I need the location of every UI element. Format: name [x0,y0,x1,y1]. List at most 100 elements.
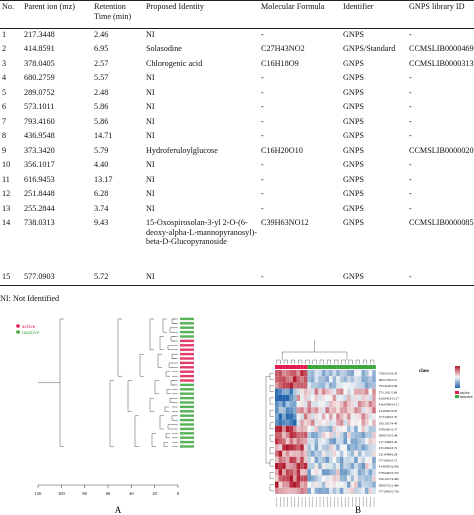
heatmap-cell [361,438,365,445]
heatmap-cell [293,438,297,445]
heatmap-cell [311,456,315,463]
heatmap-cell [300,388,304,395]
table-cell: - [409,87,412,97]
heatmap-cell [368,487,373,494]
heatmap-cell [293,463,297,470]
heatmap-cell [318,432,322,439]
heatmap-cell [329,388,333,395]
table-cell: GNPS [343,30,364,39]
heatmap-cell [339,407,344,414]
heatmap-cell [347,450,351,457]
table-row: 11 616.9453 13.17 NI - GNPS - [0,174,474,189]
heatmap-cell [343,376,347,383]
heatmap-cell [350,487,355,494]
heatmap-cell [350,456,355,463]
heatmap-cell [311,469,315,476]
heatmap-cell [293,419,297,426]
heatmap-cell [314,413,319,420]
dendrogram-leaf-label [180,401,194,404]
table-cell: - [261,131,264,140]
heatmap-cell [282,475,286,482]
heatmap-cell [303,456,308,463]
heatmap-cell [300,450,304,457]
heatmap-row-label: 289.0752/2.48 [379,434,398,438]
heatmap-cell [300,444,304,451]
heatmap-legend-active: active [460,390,470,395]
class-bar-cell [368,365,373,369]
heatmap-cell [350,438,355,445]
heatmap-cell [321,370,326,377]
heatmap-cell [318,481,322,488]
heatmap-row-label: 436.9548/14.71 [379,403,399,407]
class-bar-cell [332,365,337,369]
table-cell: GNPS [343,131,364,140]
heatmap-cell [354,407,358,414]
heatmap-cell [307,419,311,426]
heatmap-cell [314,487,319,494]
heatmap-cell [336,370,340,377]
heatmap-cell [303,394,308,401]
table-cell: 12 [2,189,11,198]
heatmap-cell [293,407,297,414]
heatmap-cell [321,450,326,457]
table-cell: GNPS [343,87,364,97]
heatmap-cell [296,438,301,445]
heatmap-cell [368,370,373,377]
heatmap-cell [278,469,283,476]
heatmap-cell [357,425,362,432]
heatmap-cell [372,456,376,463]
table-row: 7 793.4160 5.86 NI - GNPS - [0,116,474,131]
heatmap-cell [336,394,340,401]
heatmap-cell [311,401,315,408]
heatmap-cell [300,419,304,426]
heatmap-cell [357,407,362,414]
heatmap-cell [350,401,355,408]
heatmap-cell [343,370,347,377]
heatmap-cell [296,394,301,401]
heatmap-cell [336,425,340,432]
dendrogram-leaf-label [180,414,194,417]
heatmap-cell [332,463,337,470]
heatmap-cell [289,438,293,445]
class-bar-cell [307,365,311,369]
heatmap-cell [275,432,279,439]
heatmap-cell [314,401,319,408]
table-cell: - [261,272,264,281]
table-cell: - [409,272,412,281]
heatmap-cell [350,419,355,426]
heatmap-cell [347,413,351,420]
table-footnote: NI: Not Identified [0,294,60,303]
heatmap-cell [278,394,283,401]
dendrogram-leaf-label [180,374,194,378]
heatmap-cell [314,382,319,389]
heatmap-cell [361,413,365,420]
heatmap-cell [325,432,329,439]
dendrogram-leaf-label [180,396,194,400]
heatmap-cell [289,388,293,395]
heatmap-cell [285,388,290,395]
heatmap-cell [372,425,376,432]
heatmap-cell [372,382,376,389]
heatmap-cell [300,370,304,377]
heatmap-cell [372,376,376,383]
heatmap-cell [368,388,373,395]
legend-inactive-dot [16,330,20,334]
table-cell: 414.8591 [24,44,55,53]
heatmap-cell [372,481,376,488]
table-cell: - [261,160,264,169]
heatmap-cell [354,413,358,420]
heatmap-cell [285,481,290,488]
heatmap-cell [285,370,290,377]
table-cell: C39H63NO12 [261,218,309,227]
heatmap-cell [365,407,369,414]
heatmap-cell [321,401,326,408]
heatmap-cell [368,401,373,408]
heatmap-cell [289,370,293,377]
heatmap-cell [329,370,333,377]
heatmap-cell [372,413,376,420]
heatmap-cell [278,425,283,432]
heatmap-cell [347,475,351,482]
heatmap-cell [285,413,290,420]
heatmap-cell [289,419,293,426]
heatmap-cell [368,456,373,463]
